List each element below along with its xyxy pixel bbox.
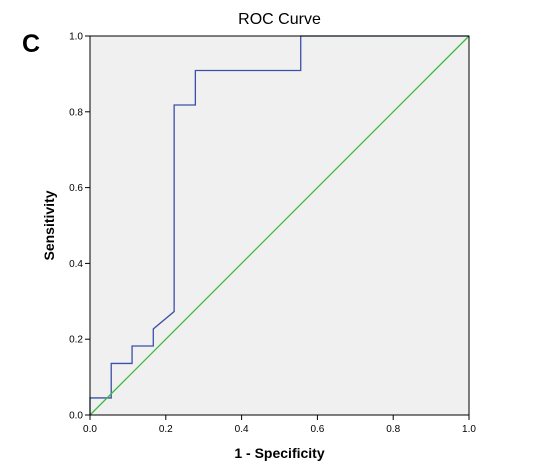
- x-tick-label: 0.0: [83, 424, 97, 435]
- axis-ticks: 0.0 0.2 0.4 0.6 0.8 1.0 0.0 0.2 0.4 0.6 0.8 1.0: [69, 32, 476, 436]
- reference-diagonal-line: [89, 35, 470, 416]
- x-tick-label: 0.2: [159, 424, 173, 435]
- x-tick-label: 0.8: [386, 424, 400, 435]
- y-tick-label: 0.6: [69, 183, 83, 194]
- y-tick-label: 0.8: [69, 107, 83, 118]
- panel-letter: C: [22, 30, 41, 58]
- x-tick-label: 0.4: [235, 424, 249, 435]
- y-tick-label: 0.2: [69, 335, 83, 346]
- y-tick-label: 0.0: [69, 411, 83, 422]
- x-tick-label: 0.6: [310, 424, 324, 435]
- x-axis-label: 1 - Specificity: [234, 445, 324, 461]
- x-tick-label: 1.0: [462, 424, 476, 435]
- chart-marks: [89, 35, 470, 416]
- roc-curve-line: [89, 35, 469, 415]
- y-axis-label: Sensitivity: [41, 190, 57, 260]
- chart-title: ROC Curve: [238, 11, 321, 28]
- plot-frame: [89, 35, 470, 416]
- y-tick-label: 0.4: [69, 259, 83, 270]
- y-tick-label: 1.0: [69, 32, 83, 43]
